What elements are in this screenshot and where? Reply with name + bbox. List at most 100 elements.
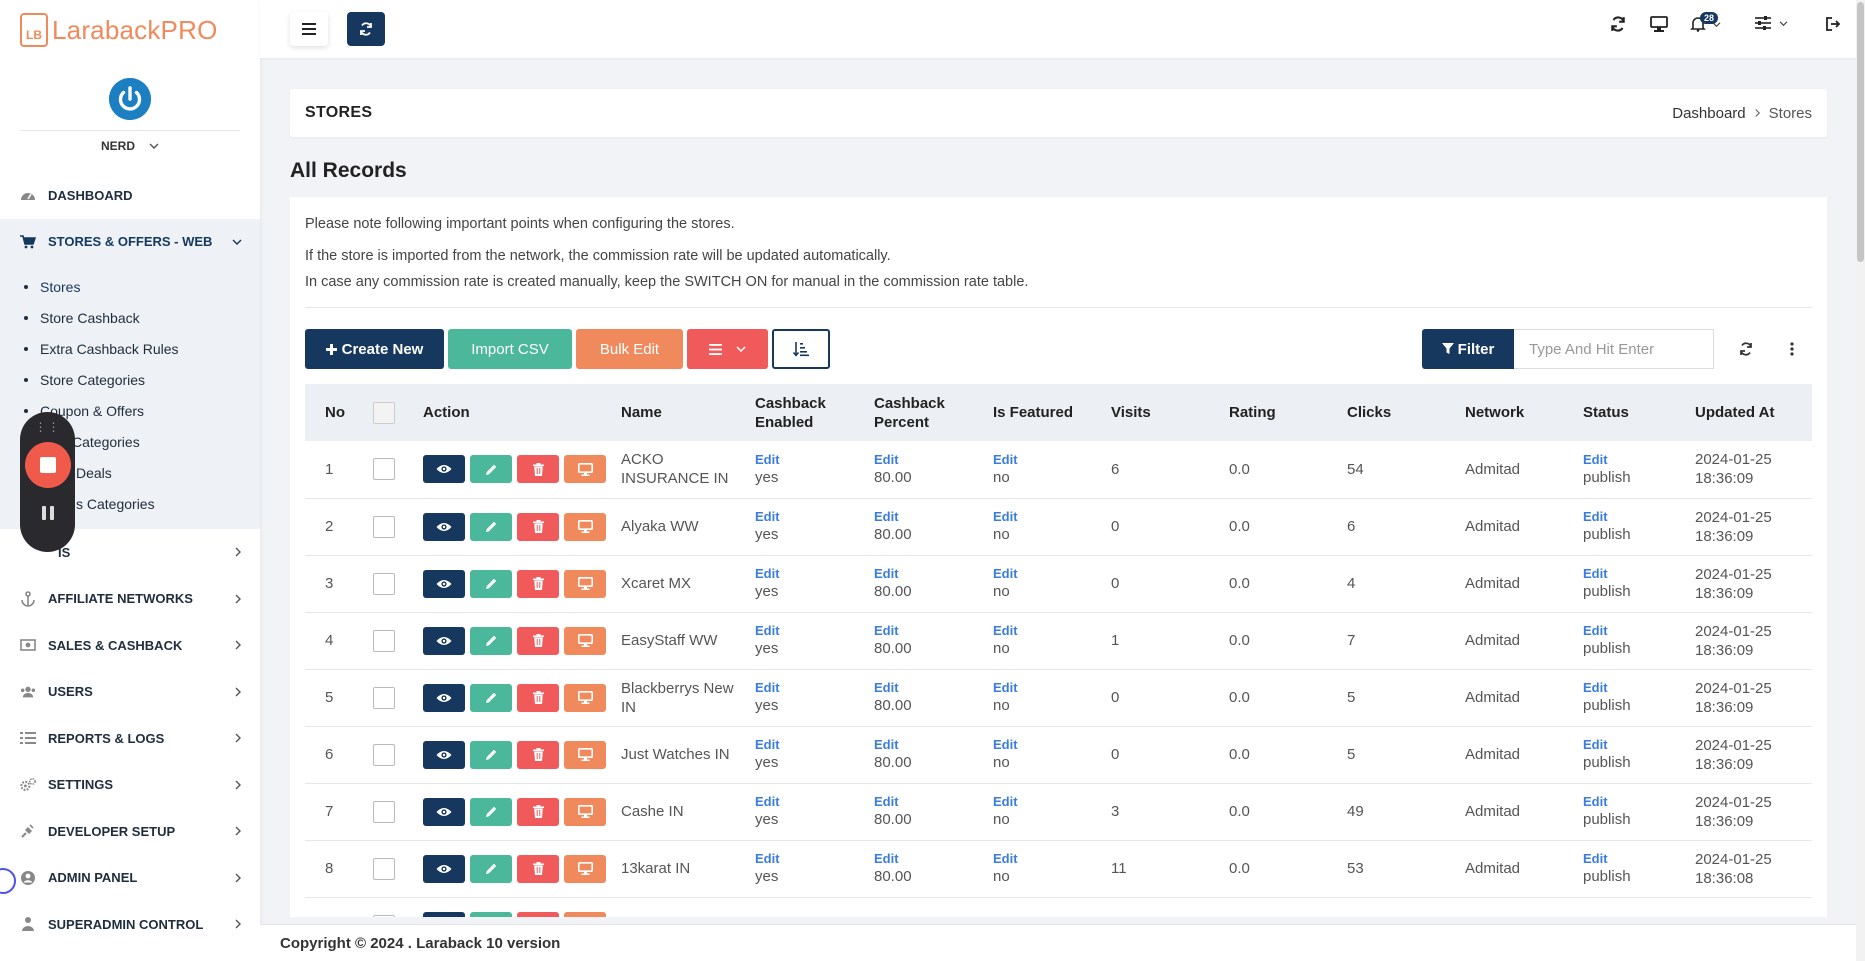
preview-button[interactable] [564, 683, 606, 712]
submenu-item-stores[interactable]: Stores [0, 271, 260, 302]
submenu-item-deals-categories[interactable]: s Categories [0, 488, 260, 519]
column-header-status[interactable]: Status [1583, 404, 1629, 421]
sidebar-item-affiliate-networks[interactable]: AFFILIATE NETWORKS [0, 576, 260, 623]
cashback-enabled-edit-link[interactable]: Edit [755, 737, 780, 752]
status-edit-link[interactable]: Edit [1583, 451, 1608, 467]
user-menu[interactable]: NERD [101, 139, 159, 153]
cashback-enabled-edit-link[interactable]: Edit [755, 509, 780, 524]
is-featured-edit-link[interactable]: Edit [993, 737, 1018, 752]
pause-icon[interactable] [41, 506, 54, 520]
delete-button[interactable] [517, 740, 559, 769]
row-checkbox[interactable] [373, 914, 395, 917]
submenu-item-extra-cashback-rules[interactable]: Extra Cashback Rules [0, 333, 260, 364]
status-edit-link[interactable]: Edit [1583, 509, 1608, 524]
reset-filter-icon[interactable] [1726, 329, 1766, 369]
quick-settings-menu[interactable] [1755, 16, 1788, 30]
submenu-item-categories[interactable]: Categories [0, 426, 260, 457]
sync-icon[interactable] [1610, 16, 1626, 32]
create-new-button[interactable]: Create New [305, 329, 444, 369]
edit-button[interactable] [470, 626, 512, 655]
cashback-percent-edit-link[interactable]: Edit [874, 794, 899, 809]
column-header-name[interactable]: Name [621, 404, 662, 421]
sidebar-item-dashboard[interactable]: DASHBOARD [0, 172, 260, 219]
delete-button[interactable] [517, 854, 559, 883]
preview-button[interactable] [564, 455, 606, 484]
preview-button[interactable] [564, 854, 606, 883]
status-edit-link[interactable]: Edit [1583, 566, 1608, 581]
import-csv-button[interactable]: Import CSV [448, 329, 572, 369]
view-button[interactable] [423, 455, 465, 484]
sidebar-item-admin-panel[interactable]: ADMIN PANEL [0, 855, 260, 902]
scrollbar-thumb[interactable] [1857, 2, 1864, 262]
cashback-percent-edit-link[interactable]: Edit [874, 680, 899, 695]
column-header-is-featured[interactable]: Is Featured [993, 404, 1074, 421]
edit-button[interactable] [470, 512, 512, 541]
filter-button[interactable]: Filter [1422, 329, 1514, 369]
column-header-clicks[interactable]: Clicks [1347, 404, 1392, 421]
sidebar-item-superadmin-control[interactable]: SUPERADMIN CONTROL [0, 901, 260, 948]
is-featured-edit-link[interactable]: Edit [993, 680, 1018, 695]
drag-handle-icon[interactable]: ⋮⋮ [34, 420, 61, 434]
sidebar-item-apps[interactable]: IS [0, 529, 260, 576]
sort-button[interactable] [772, 329, 830, 369]
desktop-icon[interactable] [1650, 16, 1668, 32]
cashback-enabled-edit-link[interactable]: Edit [755, 851, 780, 866]
edit-button[interactable] [470, 569, 512, 598]
edit-button[interactable] [470, 911, 512, 917]
more-options-icon[interactable] [1772, 329, 1812, 369]
logout-icon[interactable] [1825, 16, 1841, 32]
screen-recorder-widget[interactable]: ⋮⋮ [20, 412, 75, 552]
page-scrollbar[interactable] [1856, 0, 1865, 961]
delete-button[interactable] [517, 455, 559, 484]
delete-button[interactable] [517, 626, 559, 655]
delete-button[interactable] [517, 683, 559, 712]
preview-button[interactable] [564, 512, 606, 541]
delete-button[interactable] [517, 911, 559, 917]
cashback-percent-edit-link[interactable]: Edit [874, 737, 899, 752]
sidebar-item-users[interactable]: USERS [0, 669, 260, 716]
row-checkbox[interactable] [373, 629, 395, 652]
submenu-item-store-cashback[interactable]: Store Cashback [0, 302, 260, 333]
status-edit-link[interactable]: Edit [1583, 851, 1608, 866]
bulk-edit-button[interactable]: Bulk Edit [576, 329, 683, 369]
delete-button[interactable] [517, 569, 559, 598]
assistive-circle-icon[interactable] [0, 868, 16, 894]
view-button[interactable] [423, 626, 465, 655]
view-button[interactable] [423, 854, 465, 883]
refresh-button[interactable] [347, 12, 385, 46]
is-featured-edit-link[interactable]: Edit [993, 794, 1018, 809]
view-button[interactable] [423, 740, 465, 769]
status-edit-link[interactable]: Edit [1583, 680, 1608, 695]
delete-button[interactable] [517, 797, 559, 826]
edit-button[interactable] [470, 740, 512, 769]
row-checkbox[interactable] [373, 572, 395, 595]
row-checkbox[interactable] [373, 800, 395, 823]
cashback-enabled-edit-link[interactable]: Edit [755, 680, 780, 695]
row-checkbox[interactable] [373, 686, 395, 709]
cashback-percent-edit-link[interactable]: Edit [874, 623, 899, 638]
is-featured-edit-link[interactable]: Edit [993, 851, 1018, 866]
is-featured-edit-link[interactable]: Edit [993, 509, 1018, 524]
delete-button[interactable] [517, 512, 559, 541]
column-header-visits[interactable]: Visits [1111, 404, 1151, 421]
view-button[interactable] [423, 512, 465, 541]
preview-button[interactable] [564, 911, 606, 917]
view-button[interactable] [423, 911, 465, 917]
column-header-cashback-percent[interactable]: Cashback Percent [874, 394, 945, 431]
view-button[interactable] [423, 569, 465, 598]
row-checkbox[interactable] [373, 458, 395, 481]
cashback-percent-edit-link[interactable]: Edit [874, 851, 899, 866]
submenu-item-store-categories[interactable]: Store Categories [0, 364, 260, 395]
row-checkbox[interactable] [373, 515, 395, 538]
logo[interactable]: LB LarabackPRO [0, 0, 260, 60]
is-featured-edit-link[interactable]: Edit [993, 566, 1018, 581]
notifications-menu[interactable]: 28 [1690, 12, 1721, 32]
edit-button[interactable] [470, 683, 512, 712]
preview-button[interactable] [564, 569, 606, 598]
breadcrumb-link-dashboard[interactable]: Dashboard [1672, 104, 1746, 122]
column-header-network[interactable]: Network [1465, 404, 1525, 421]
sidebar-item-developer-setup[interactable]: DEVELOPER SETUP [0, 808, 260, 855]
status-edit-link[interactable]: Edit [1583, 623, 1608, 638]
power-icon[interactable] [109, 78, 151, 120]
cashback-percent-edit-link[interactable]: Edit [874, 566, 899, 581]
